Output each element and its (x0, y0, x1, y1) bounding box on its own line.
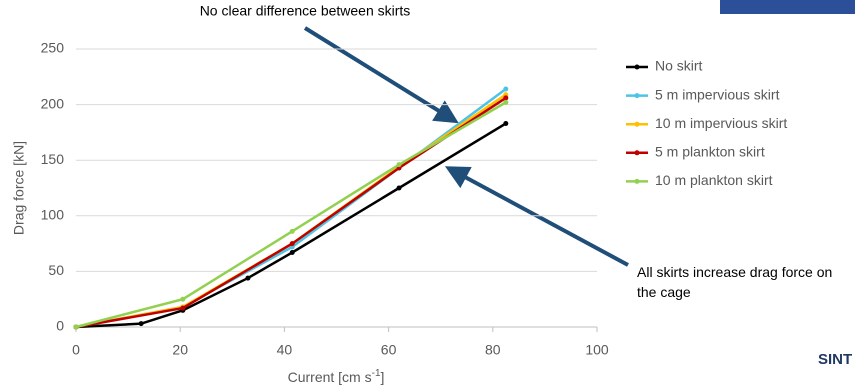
point (396, 185, 402, 191)
legend-label: 5 m impervious skirt (655, 86, 780, 102)
point (396, 162, 402, 168)
x-tick-label: 80 (485, 342, 501, 358)
logo: SINT (818, 351, 852, 368)
point (138, 321, 144, 327)
point (289, 241, 295, 247)
y-tick-label: 150 (41, 151, 65, 167)
legend-dot (634, 121, 640, 127)
x-tick-label: 40 (277, 342, 293, 358)
legend-label: 10 m plankton skirt (655, 172, 773, 188)
point (180, 296, 186, 302)
y-tick-label: 50 (48, 262, 64, 278)
arrow (303, 26, 459, 124)
point (73, 324, 79, 330)
point (289, 249, 295, 255)
annotation: No clear difference between skirts (200, 3, 411, 19)
y-tick-label: 200 (41, 95, 65, 111)
legend-dot (634, 178, 640, 184)
y-tick-label: 0 (56, 318, 64, 334)
legend-dot (634, 93, 640, 99)
photo-fragment (720, 0, 855, 14)
point (245, 275, 251, 281)
series-line (75, 88, 507, 329)
point (503, 95, 509, 101)
annotation: All skirts increase drag force on the ca… (637, 264, 833, 300)
x-tick-label: 0 (72, 342, 80, 358)
point (503, 99, 509, 105)
legend-dot (634, 64, 640, 70)
point (503, 86, 509, 92)
series-line (75, 96, 507, 329)
legend-label: 5 m plankton skirt (655, 144, 765, 160)
x-tick-label: 60 (381, 342, 397, 358)
x-axis-label: Current [cm s-1] (288, 368, 385, 385)
legend-label: No skirt (655, 58, 703, 74)
y-axis-label: Drag force [kN] (11, 141, 27, 235)
arrow (444, 166, 629, 267)
x-tick-label: 20 (172, 342, 188, 358)
y-tick-label: 250 (41, 40, 65, 56)
x-tick-label: 100 (585, 342, 609, 358)
point (503, 121, 509, 127)
x-axis-label-sup: -1 (372, 368, 381, 379)
legend-dot (634, 150, 640, 156)
point (180, 305, 186, 311)
series-line (75, 122, 507, 329)
series-line (75, 93, 507, 329)
point (289, 228, 295, 234)
y-tick-label: 100 (41, 207, 65, 223)
annotation-box: All skirts increase drag force on the ca… (637, 264, 833, 300)
legend-label: 10 m impervious skirt (655, 115, 787, 131)
x-axis-label-end: ] (381, 369, 385, 385)
x-axis-label-text: Current [cm s (288, 369, 372, 385)
